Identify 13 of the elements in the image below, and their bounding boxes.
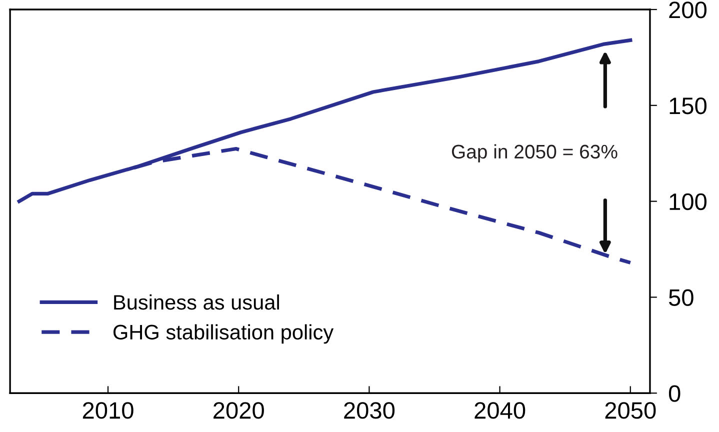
- y-tick-label: 0: [668, 385, 680, 402]
- annotation: Gap in 2050 = 63%: [452, 144, 618, 162]
- y-tick-label: 150: [670, 97, 706, 114]
- x-tick-label: 2050: [605, 402, 656, 419]
- x-tick-label: 2020: [214, 402, 264, 419]
- legend-label: Business as usual: [114, 294, 279, 310]
- x-tick-label: 2010: [82, 402, 134, 419]
- y-tick-label: 100: [670, 193, 706, 210]
- x-tick-label: 2030: [344, 402, 395, 419]
- x-tick-label: 2040: [474, 402, 526, 419]
- legend-label: GHG stabilisation policy: [113, 324, 334, 344]
- y-tick-label: 200: [669, 2, 706, 18]
- y-tick-label: 50: [668, 289, 694, 306]
